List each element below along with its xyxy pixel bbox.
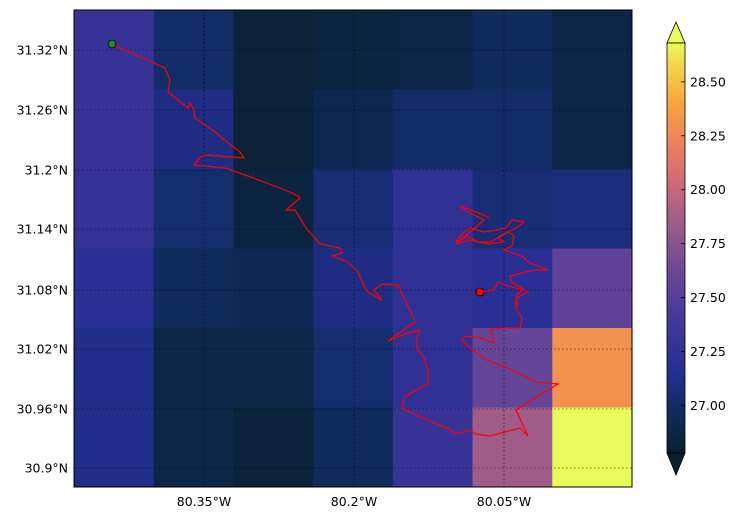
grid-cell [552, 248, 633, 329]
map-frame [73, 9, 633, 488]
drifter-track [111, 43, 560, 437]
track-end-marker [475, 287, 485, 297]
grid-cell [74, 169, 155, 249]
grid-cell [313, 248, 394, 329]
longitude-tick-label: 80.35°W [177, 494, 231, 509]
colorbar-tick-label: 28.50 [690, 74, 726, 89]
grid-cell [552, 10, 633, 90]
grid-cell [313, 89, 394, 170]
grid-cell [472, 169, 553, 249]
grid-cell [392, 89, 474, 170]
colorbar-body [666, 42, 686, 454]
grid-cell [552, 89, 633, 170]
latitude-tick-label: 31.2°N [25, 163, 68, 178]
grid-cell [233, 407, 314, 488]
grid-cell [313, 328, 394, 408]
grid-cell [74, 248, 155, 329]
grid-cell [472, 407, 553, 488]
grid-cell [74, 89, 155, 170]
colorbar-ticks: 27.00 27.25 27.50 27.75 28.00 28.25 28.50 [681, 74, 726, 413]
longitude-tick-label: 80.2°W [331, 494, 377, 509]
colorbar-tick-label: 27.00 [690, 398, 726, 413]
colorbar: 27.00 27.25 27.50 27.75 28.00 28.25 28.50 [666, 20, 726, 477]
grid-cell [472, 248, 553, 329]
grid-cell [153, 169, 234, 249]
latitude-tick-labels: 31.32°N 31.26°N 31.2°N 31.14°N 31.08°N 31.02°… [17, 43, 68, 476]
grid-cell [392, 407, 474, 488]
grid-cell [233, 89, 314, 170]
colorbar-tick-label: 28.25 [690, 128, 726, 143]
grid-cell [74, 328, 155, 408]
latitude-tick-label: 30.96°N [17, 402, 68, 417]
grid-cell [74, 407, 155, 488]
colorbar-tick-label: 27.75 [690, 236, 726, 251]
grid-cell [153, 328, 234, 408]
grid-cell [472, 89, 553, 170]
grid-cell [313, 407, 394, 488]
map-grid-cells [74, 10, 633, 488]
grid-cell [153, 89, 234, 170]
drifter-track-tail [479, 281, 524, 307]
grid-cell [392, 328, 474, 408]
grid-cell [472, 10, 553, 90]
grid-cell [392, 169, 474, 249]
colorbar-tick-label: 27.25 [690, 344, 726, 359]
grid-cell [233, 328, 314, 408]
latitude-tick-label: 31.14°N [17, 222, 68, 237]
grid-cell [153, 407, 234, 488]
latitude-tick-label: 31.26°N [17, 103, 68, 118]
grid-cell [392, 10, 474, 90]
colorbar-top-extend [666, 20, 686, 44]
grid-cell [233, 10, 314, 90]
colorbar-tick-label: 28.00 [690, 182, 726, 197]
latitude-tick-label: 31.02°N [17, 342, 68, 357]
grid-cell [552, 328, 633, 408]
graticule [74, 10, 632, 487]
grid-cell [392, 248, 474, 329]
grid-cell [313, 169, 394, 249]
grid-cell [233, 248, 314, 329]
latitude-tick-label: 31.08°N [17, 283, 68, 298]
longitude-tick-label: 80.05°W [477, 494, 531, 509]
longitude-tick-labels: 80.35°W 80.2°W 80.05°W [177, 494, 531, 509]
colorbar-tick-label: 27.50 [690, 290, 726, 305]
grid-cell [552, 407, 633, 488]
colorbar-bottom-extend [666, 452, 686, 477]
grid-cell [153, 10, 234, 90]
track-start-marker [107, 39, 117, 49]
grid-cell [552, 169, 633, 249]
latitude-tick-label: 31.32°N [17, 43, 68, 58]
latitude-tick-label: 30.9°N [25, 461, 68, 476]
grid-cell [153, 248, 234, 329]
grid-cell [233, 169, 314, 249]
grid-cell [313, 10, 394, 90]
